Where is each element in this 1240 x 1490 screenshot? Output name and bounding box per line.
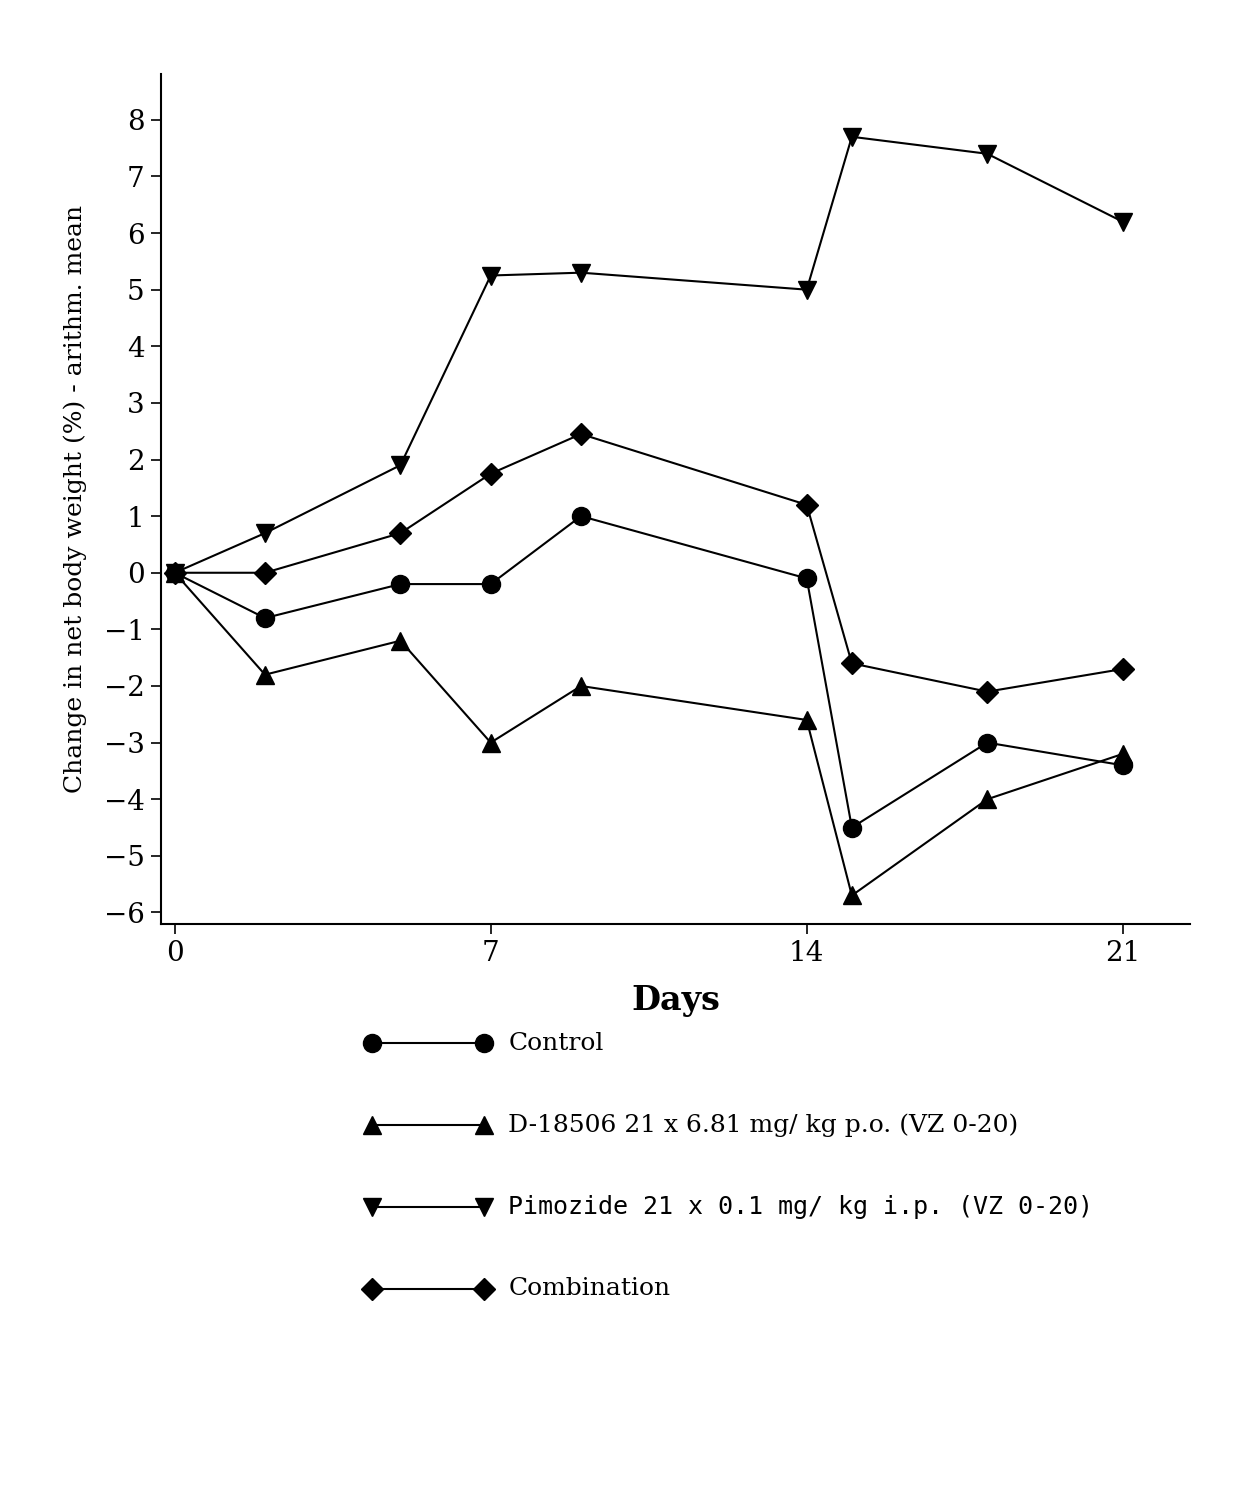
Text: D-18506 21 x 6.81 mg/ kg p.o. (VZ 0-20): D-18506 21 x 6.81 mg/ kg p.o. (VZ 0-20) — [508, 1113, 1018, 1137]
Text: Pimozide 21 x 0.1 mg/ kg i.p. (VZ 0-20): Pimozide 21 x 0.1 mg/ kg i.p. (VZ 0-20) — [508, 1195, 1094, 1219]
Y-axis label: Change in net body weight (%) - arithm. mean: Change in net body weight (%) - arithm. … — [63, 206, 87, 793]
X-axis label: Days: Days — [631, 983, 720, 1018]
Text: Control: Control — [508, 1031, 604, 1055]
Text: Combination: Combination — [508, 1277, 671, 1301]
